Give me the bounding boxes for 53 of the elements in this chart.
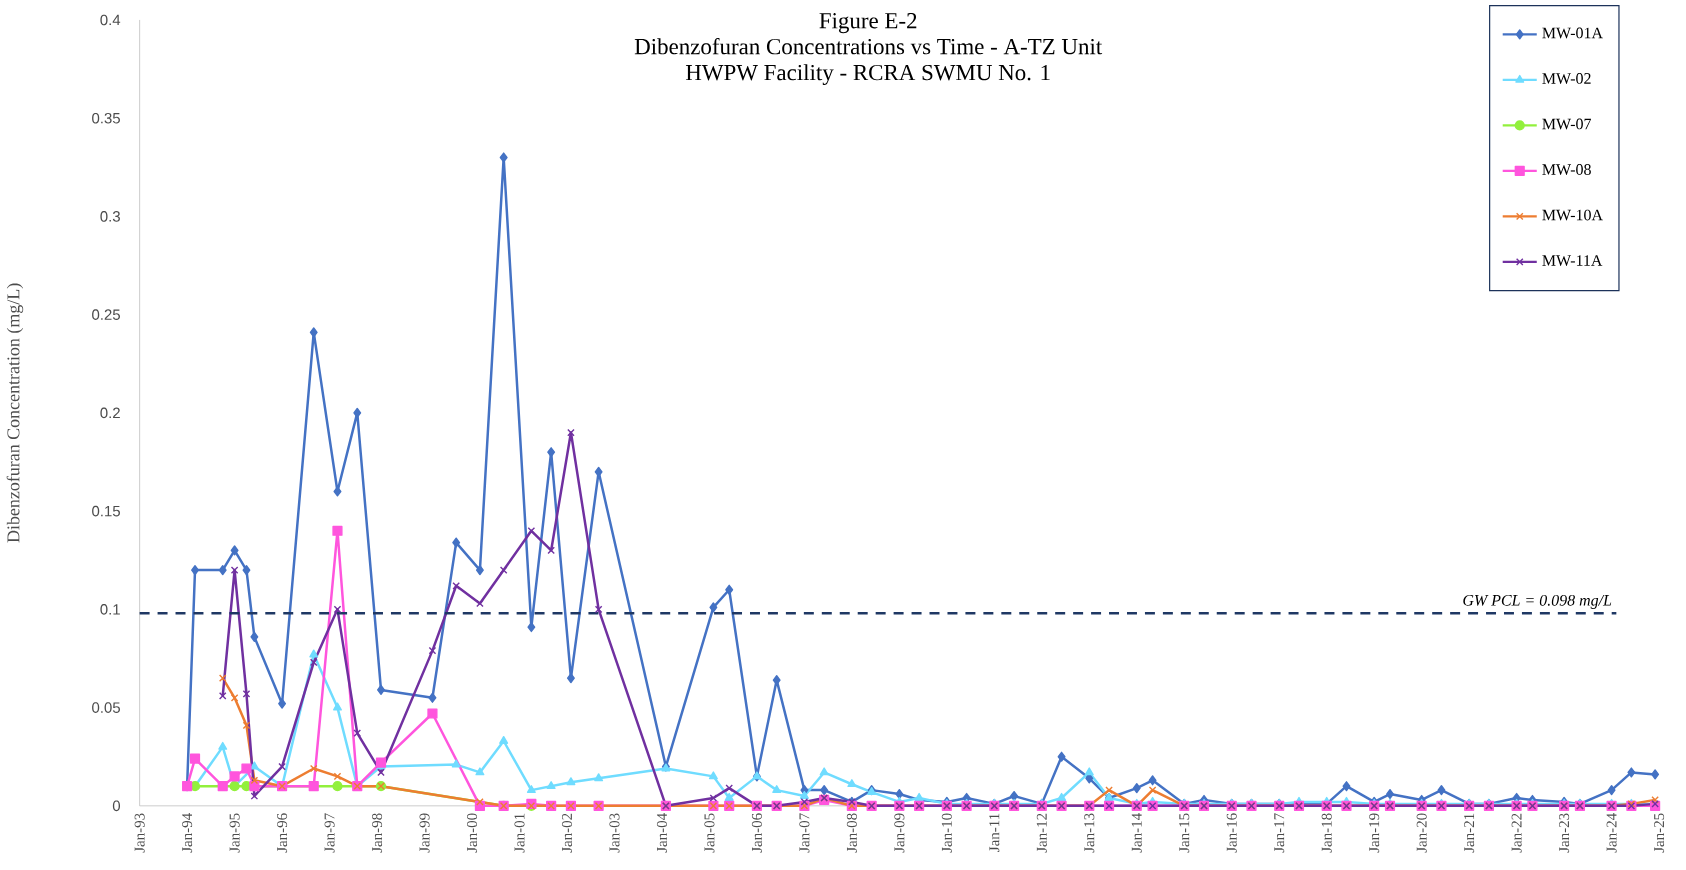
x-tick-label: Jan-03: [609, 813, 620, 853]
x-tick-label: Jan-20: [1416, 813, 1427, 853]
legend-label: MW-02: [1542, 73, 1591, 85]
y-tick-label: 0.3: [100, 211, 120, 222]
x-tick-label: Jan-96: [277, 813, 288, 853]
x-tick-label: Jan-10: [941, 813, 952, 853]
x-tick-label: Jan-00: [466, 813, 478, 853]
annotation: HWPW Facility - RCRA SWMU No. 1: [685, 64, 1050, 86]
x-tick-label: Jan-98: [371, 813, 383, 853]
x-tick-label: Jan-05: [704, 813, 715, 853]
x-tick-label: Jan-23: [1559, 813, 1570, 853]
text: Dibenzofuran Concentrations vs Time - A-TZ Unit: [634, 38, 1103, 55]
x-tick-label: Jan-22: [1511, 813, 1522, 853]
x-tick-label: Jan-02: [561, 813, 573, 853]
chart-title: Figure E-2: [819, 13, 917, 34]
x-tick-label: Jan-01: [514, 813, 525, 853]
x-tick-label: Jan-06: [751, 813, 762, 853]
y-axis-title: Dibenzofuran Concentration (mg/L): [6, 283, 24, 543]
x-tick-label: Jan-04: [656, 813, 667, 853]
y-tick-label: 0.1: [100, 604, 120, 615]
legend-label: MW-10A: [1542, 209, 1603, 221]
x-tick-label: Jan-16: [1226, 813, 1237, 853]
y-tick-label: 0.15: [92, 505, 120, 517]
x-tick-label: Jan-24: [1606, 813, 1617, 853]
x-tick-label: Jan-18: [1321, 813, 1332, 853]
x-tick-label: Jan-12: [1036, 813, 1047, 853]
legend-label: MW-01A: [1542, 27, 1603, 39]
y-tick-label: 0.35: [92, 113, 120, 124]
x-tick-label: Jan-25: [1654, 813, 1665, 853]
x-tick-label: Jan-94: [182, 813, 193, 853]
ref-line-label: GW PCL = 0.098 mg/L: [1463, 595, 1612, 610]
y-tick-label: 0.2: [100, 407, 120, 419]
x-tick-label: Jan-09: [894, 813, 905, 853]
x-tick-label: Jan-15: [1179, 813, 1190, 853]
x-tick-label: Jan-93: [134, 813, 145, 853]
y-tick-label: 0.4: [100, 14, 121, 26]
y-tick-label: 0.25: [92, 309, 120, 321]
x-tick-label: Jan-11: [989, 813, 1000, 853]
y-tick-label: 0.05: [92, 702, 120, 714]
x-tick-label: Jan-19: [1369, 813, 1380, 853]
x-tick-label: Jan-97: [324, 813, 335, 853]
x-tick-label: Jan-14: [1131, 813, 1142, 853]
legend-label: MW-08: [1542, 164, 1591, 176]
x-tick-label: Jan-95: [229, 813, 240, 853]
x-tick-label: Jan-21: [1464, 813, 1475, 853]
x-tick-label: Jan-07: [799, 813, 810, 853]
y-tick-label: 0: [112, 800, 121, 812]
x-tick-label: Jan-08: [846, 813, 857, 853]
x-tick-label: Jan-13: [1084, 813, 1095, 853]
legend-label: MW-11A: [1542, 255, 1603, 267]
x-tick-label: Jan-99: [419, 813, 430, 853]
x-tick-label: Jan-17: [1274, 813, 1285, 853]
legend-label: MW-07: [1542, 118, 1592, 130]
